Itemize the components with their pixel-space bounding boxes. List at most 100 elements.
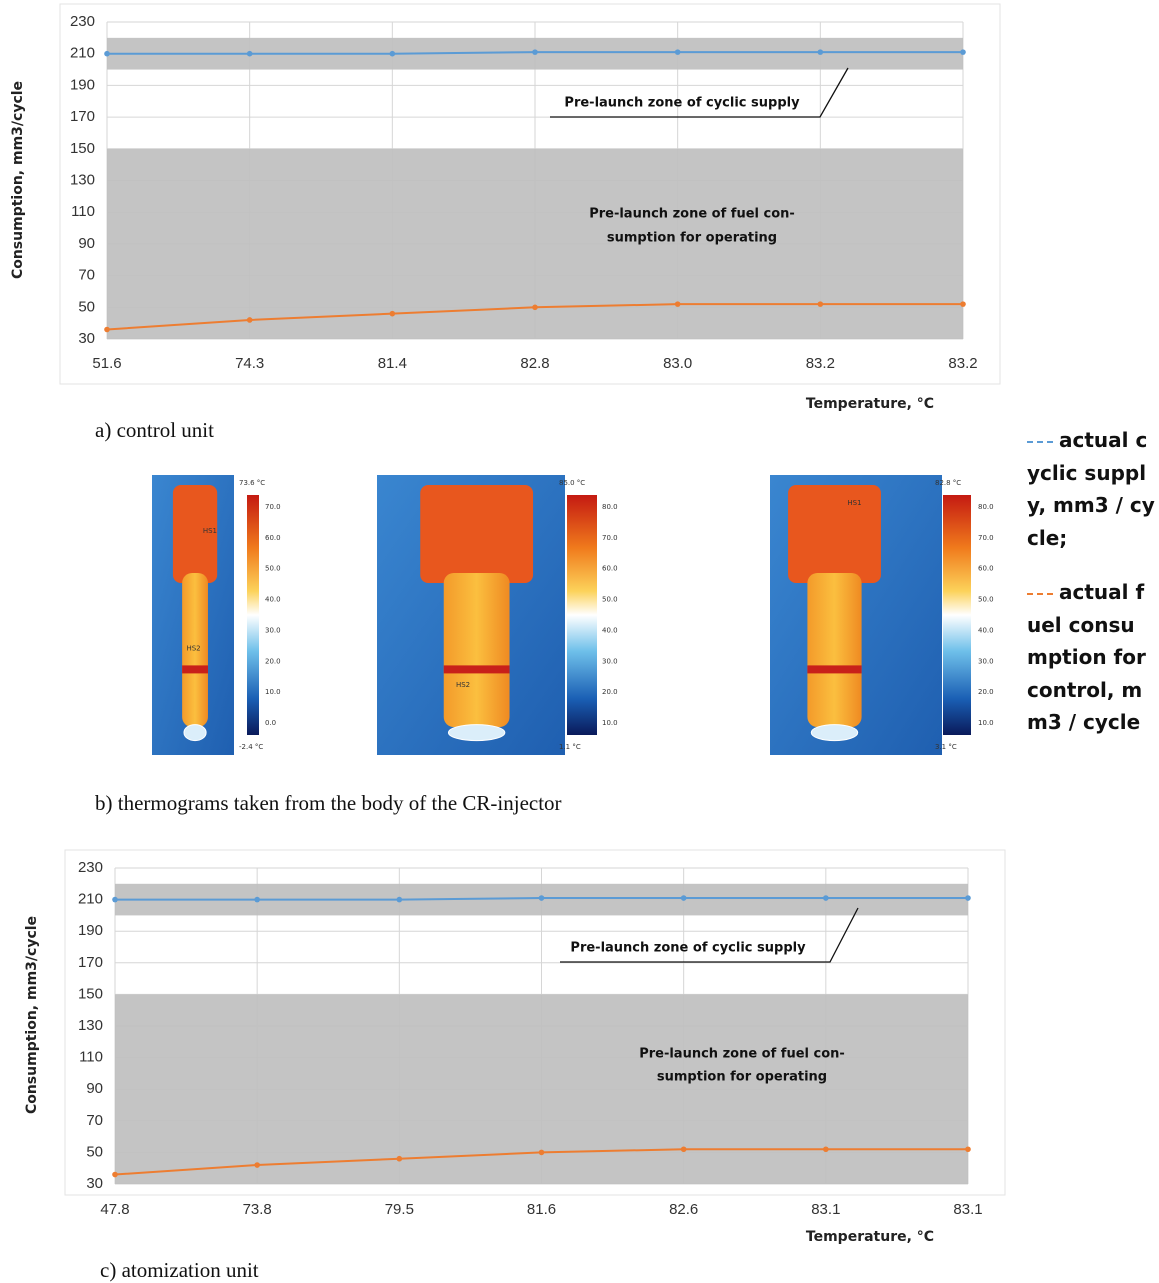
scale-tick-label: 30.0 [978,657,994,665]
color-scale [567,495,597,735]
y-tick-label: 230 [78,859,103,876]
point [104,326,110,333]
scale-tick-label: 0.0 [265,719,276,727]
y-tick-label: 150 [70,140,95,157]
point [960,301,966,307]
legend-label: actual cyclic supply, mm3 / cycle; [1027,428,1155,550]
scale-tick-label: 60.0 [978,565,994,573]
point [960,49,966,55]
x-tick-label: 81.4 [378,355,407,372]
y-tick-label: 110 [71,203,95,220]
x-tick-label: 83.2 [948,355,977,372]
y-tick-label: 90 [86,1080,103,1097]
scale-tick-label: 30.0 [265,626,281,634]
point [389,50,396,57]
scale-tick-label: 50.0 [602,596,618,604]
scale-tick-label: 50.0 [265,565,281,573]
scale-min: 1.1 °C [559,743,581,751]
point [396,1155,403,1162]
point [112,1171,118,1178]
x-axis-title: Temperature, °C [806,1229,934,1245]
y-tick-label: 50 [78,298,95,315]
thermogram: 73.6 °C -2.4 °C 70.0 60.0 50.0 40.0 30.0 20.0 10… [152,475,281,755]
point [817,301,824,307]
y-tick-label: 190 [78,922,103,939]
injector-band [443,665,510,674]
y-tick-label: 150 [78,985,103,1002]
scale-tick-label: 40.0 [978,626,994,634]
scale-tick-label: 60.0 [602,565,618,573]
point [674,301,681,307]
point [823,1146,829,1153]
x-tick-label: 83.1 [953,1201,982,1218]
scale-tick-label: 20.0 [978,688,994,696]
injector-band [182,665,208,674]
x-tick-label: 83.0 [663,355,692,372]
x-tick-label: 79.5 [385,1201,414,1218]
injector-band [807,665,862,674]
x-tick-label: 74.3 [235,355,264,372]
scale-max: 85.0 °C [559,479,585,487]
scale-tick-label: 10.0 [265,688,281,696]
x-tick-label: 83.1 [811,1201,840,1218]
y-axis-title: Consumption, mm3/cycle [24,916,40,1114]
injector-head [172,485,218,583]
injector-head [420,485,534,583]
point [823,895,829,901]
zone [115,994,968,1184]
hotspot-label: HS1 [203,527,217,535]
thermogram: 82.8 °C 3.1 °C 80.0 70.0 60.0 50.0 40.0 30.0 20.… [770,475,994,755]
x-tick-label: 81.6 [527,1201,556,1218]
color-scale [943,495,971,735]
point [246,50,253,57]
point [680,895,687,901]
x-tick-label: 51.6 [92,355,121,372]
scale-tick-label: 40.0 [265,596,281,604]
x-tick-label: 47.8 [100,1201,129,1218]
annotation: sumption for operating [657,1070,827,1085]
point [965,1146,971,1153]
injector-head [788,485,881,583]
y-tick-label: 130 [78,1017,103,1034]
y-tick-label: 170 [78,954,103,971]
scale-tick-label: 20.0 [602,688,618,696]
legend-label: actual fuel consumption for control, mm3… [1027,580,1146,734]
color-scale [247,495,259,735]
y-axis-title: Consumption, mm3/cycle [10,81,26,279]
x-tick-label: 73.8 [243,1201,272,1218]
zone [107,148,963,339]
point [246,317,253,323]
annotation: Pre-launch zone of cyclic supply [570,941,806,956]
thermogram: 85.0 °C 1.1 °C 80.0 70.0 60.0 50.0 40.0 30.0 20.… [377,475,618,755]
injector-tip [183,724,207,742]
point [532,304,538,311]
caption: a) control unit [95,418,214,442]
annotation: Pre-launch zone of cyclic supply [564,96,800,111]
x-tick-label: 82.6 [669,1201,698,1218]
scale-min: 3.1 °C [935,743,957,751]
leader-line [550,67,849,118]
scale-max: 73.6 °C [239,479,265,487]
scale-tick-label: 40.0 [602,626,618,634]
y-tick-label: 190 [70,76,95,93]
y-tick-label: 70 [86,1112,103,1129]
hotspot-label: HS2 [456,681,470,689]
legend-marker [1027,592,1053,595]
y-tick-label: 90 [78,235,95,252]
scale-tick-label: 80.0 [602,503,618,511]
y-tick-label: 170 [70,108,95,125]
scale-tick-label: 60.0 [265,534,281,542]
legend-marker [1027,440,1053,443]
leader-line [560,907,859,963]
scale-tick-label: 70.0 [265,503,281,511]
injector-body [182,573,208,727]
scale-tick-label: 50.0 [978,596,994,604]
x-axis-title: Temperature, °C [806,396,934,412]
scale-tick-label: 70.0 [602,534,618,542]
point [396,896,403,903]
y-tick-label: 110 [79,1049,103,1066]
point [817,49,824,55]
point [254,896,260,903]
